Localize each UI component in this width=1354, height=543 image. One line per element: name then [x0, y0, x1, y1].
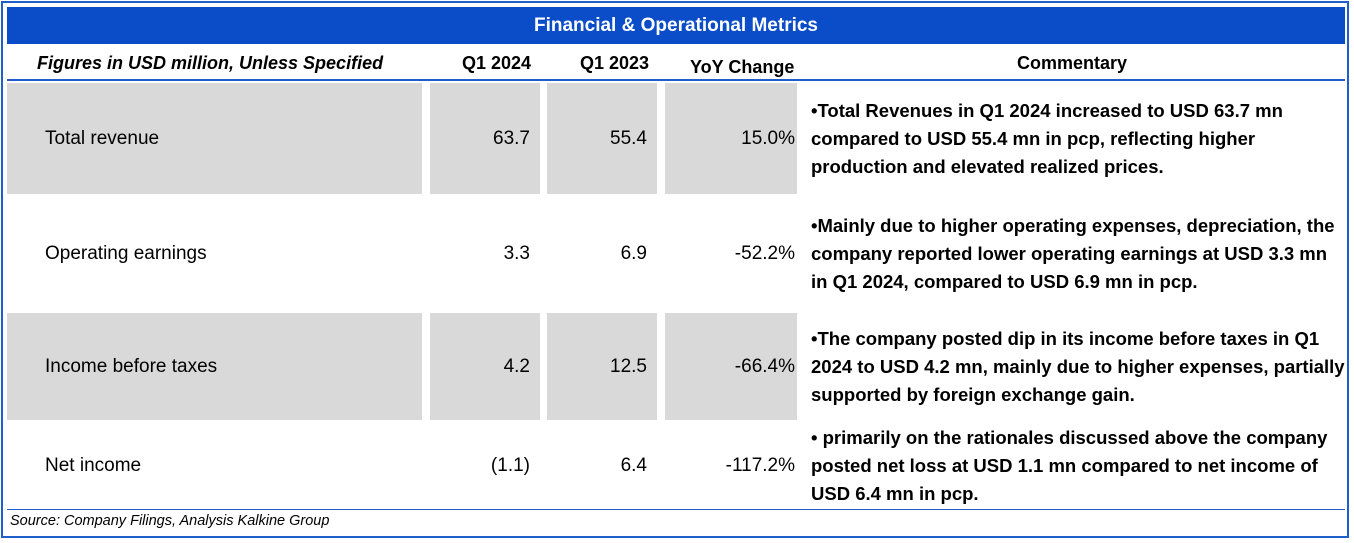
commentary-text: •Total Revenues in Q1 2024 increased to … [811, 99, 1283, 177]
value-q1-2023: 6.9 [620, 242, 647, 264]
value-q1-2024: 3.3 [503, 242, 530, 264]
table-row: Total revenue 63.7 55.4 15.0% •Total Rev… [7, 83, 1345, 194]
table-row: Net income (1.1) 6.4 -117.2% • primarily… [7, 422, 1345, 510]
commentary: •Mainly due to higher operating expenses… [802, 196, 1345, 311]
source-note: Source: Company Filings, Analysis Kalkin… [10, 513, 330, 529]
header-yoy-change: YoY Change [690, 56, 795, 77]
value-q1-2023: 55.4 [547, 83, 657, 194]
value-q1-2023: 12.5 [547, 313, 657, 420]
commentary-text: • primarily on the rationales discussed … [811, 427, 1328, 504]
row-label: Net income [45, 455, 142, 476]
source-divider [7, 509, 1345, 510]
value-yoy-change: 15.0% [665, 83, 797, 194]
table-header: Figures in USD million, Unless Specified… [7, 46, 1345, 80]
commentary: •Total Revenues in Q1 2024 increased to … [802, 83, 1345, 194]
value-yoy-change: -66.4% [665, 313, 797, 420]
commentary: • primarily on the rationales discussed … [802, 422, 1345, 510]
header-commentary: Commentary [1017, 52, 1128, 73]
value-yoy-change: -52.2% [734, 242, 795, 264]
table-row: Income before taxes 4.2 12.5 -66.4% •The… [7, 313, 1345, 420]
commentary-text: •The company posted dip in its income be… [811, 327, 1345, 405]
commentary-text: •Mainly due to higher operating expenses… [811, 214, 1335, 292]
commentary: •The company posted dip in its income be… [802, 313, 1345, 420]
header-q1-2023: Q1 2023 [580, 52, 650, 73]
value-yoy-change: -117.2% [725, 455, 795, 476]
table-row: Operating earnings 3.3 6.9 -52.2% •Mainl… [7, 196, 1345, 311]
value-q1-2024: 4.2 [430, 313, 540, 420]
header-q1-2024: Q1 2024 [462, 52, 532, 73]
value-q1-2023: 6.4 [620, 455, 647, 476]
row-label: Income before taxes [7, 313, 422, 420]
table-title: Financial & Operational Metrics [7, 7, 1345, 44]
value-q1-2024: (1.1) [490, 455, 530, 476]
row-label: Total revenue [7, 83, 422, 194]
value-q1-2024: 63.7 [430, 83, 540, 194]
row-label: Operating earnings [45, 242, 207, 264]
header-divider [7, 79, 1345, 81]
header-label: Figures in USD million, Unless Specified [37, 52, 384, 73]
